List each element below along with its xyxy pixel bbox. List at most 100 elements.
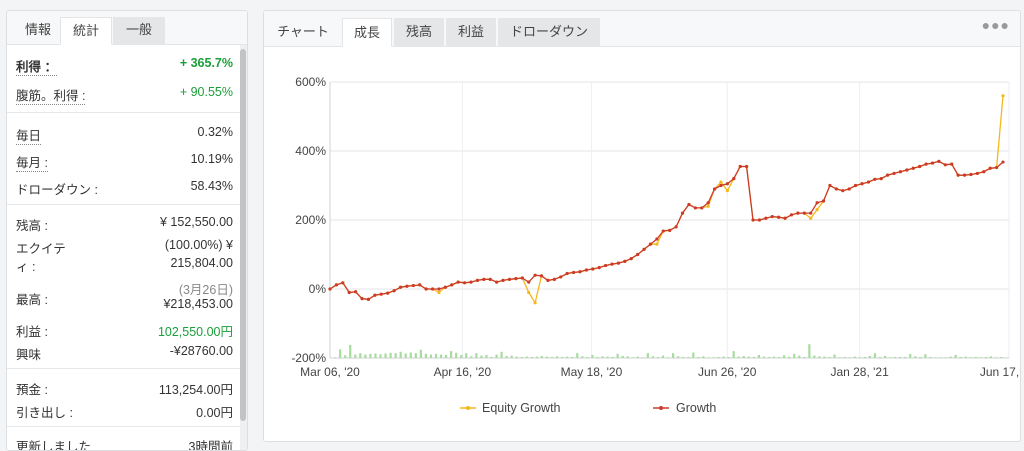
stat-equity-label: エクイテ: [16, 242, 66, 256]
equity-growth-point: [706, 204, 710, 208]
stat-abs-profit-label: 腹筋。利得 :: [16, 85, 86, 105]
growth-point: [482, 277, 486, 281]
volume-bar: [485, 354, 488, 358]
growth-point: [418, 283, 422, 287]
tab-general[interactable]: 一般: [113, 17, 165, 45]
volume-bar: [490, 356, 493, 358]
volume-bar: [984, 356, 988, 358]
growth-point: [668, 228, 672, 232]
volume-bar: [752, 356, 755, 358]
tab-chart[interactable]: チャート: [277, 24, 329, 39]
volume-bar: [465, 353, 468, 358]
growth-point: [597, 266, 601, 270]
volume-bar: [424, 353, 428, 358]
growth-point: [584, 268, 588, 272]
volume-bar: [722, 356, 725, 358]
growth-point: [982, 170, 986, 174]
legend-growth-dot: [659, 406, 663, 410]
growth-point: [437, 287, 441, 291]
volume-bar: [979, 357, 982, 358]
growth-point: [815, 201, 819, 205]
stat-deposits-label: 預金 :: [16, 383, 48, 397]
volume-bar: [364, 354, 367, 358]
volume-bar: [510, 355, 513, 358]
tab-profit[interactable]: 利益: [446, 18, 496, 47]
volume-bar: [616, 353, 619, 358]
volume-bar: [747, 356, 750, 358]
growth-point: [860, 182, 864, 186]
volume-bar: [717, 356, 720, 358]
growth-point: [514, 277, 518, 281]
x-tick-label: Jun 17, '21: [980, 365, 1020, 379]
growth-point: [751, 218, 755, 222]
growth-point: [495, 280, 499, 284]
volume-bar: [450, 351, 453, 358]
volume-bar: [661, 355, 665, 358]
growth-point: [712, 187, 717, 191]
volume-bar: [899, 356, 902, 358]
volume-bar: [863, 356, 866, 358]
growth-point: [796, 211, 800, 215]
tab-info[interactable]: 情報: [24, 22, 51, 37]
equity-growth-line: [329, 95, 1004, 305]
growth-point: [546, 278, 550, 282]
volume-bar: [682, 356, 685, 358]
volume-bar: [631, 357, 634, 358]
volume-bar: [783, 355, 786, 358]
growth-point: [693, 206, 697, 210]
volume-bar: [515, 356, 518, 358]
volume-bar: [460, 354, 463, 358]
growth-point: [725, 182, 729, 186]
volume-bar: [505, 355, 508, 358]
volume-bar: [444, 354, 448, 358]
growth-point: [443, 285, 447, 289]
volume-bar: [545, 356, 549, 358]
growth-point: [360, 297, 364, 301]
volume-bar: [434, 353, 438, 358]
growth-point: [398, 285, 403, 289]
stat-equity-pct: (100.00%) ¥: [164, 238, 233, 252]
volume-bar: [868, 355, 871, 358]
growth-point: [738, 164, 742, 169]
growth-point: [642, 247, 646, 251]
volume-bar: [621, 355, 624, 358]
growth-point: [354, 290, 358, 294]
volume-bar: [404, 353, 407, 358]
growth-chart: 600% 400% 200% 0% -200%Mar 06, '20 Apr 16, '2…: [291, 75, 1020, 415]
y-tick-label: 600%: [295, 75, 326, 89]
volume-bar: [555, 356, 559, 358]
growth-point: [853, 183, 858, 188]
tab-drawdown[interactable]: ドローダウン: [498, 18, 600, 47]
stat-profit-value: + 365.7%: [179, 56, 233, 70]
growth-point: [943, 163, 947, 167]
growth-point: [571, 270, 576, 275]
volume-bar: [571, 356, 574, 358]
equity-growth-point: [1001, 94, 1005, 98]
volume-bar: [455, 352, 458, 358]
volume-bar: [540, 355, 544, 358]
growth-point: [866, 180, 871, 184]
equity-growth-point: [725, 189, 729, 193]
volume-bar: [939, 357, 942, 358]
volume-bar: [687, 356, 690, 358]
volume-bar: [656, 356, 660, 358]
scrollbar-thumb[interactable]: [240, 49, 246, 421]
y-tick-label: -200%: [291, 351, 326, 365]
stat-drawdown-label: ドローダウン :: [16, 183, 98, 197]
growth-point: [841, 189, 845, 193]
volume-bar: [399, 351, 402, 358]
growth-point: [366, 297, 371, 301]
volume-bar: [530, 356, 533, 358]
volume-bar: [349, 344, 352, 358]
growth-point: [424, 287, 428, 291]
tab-stats[interactable]: 統計: [60, 17, 112, 45]
growth-point: [636, 252, 640, 257]
growth-point: [1001, 160, 1005, 164]
tab-growth[interactable]: 成長: [342, 18, 392, 47]
growth-point: [463, 281, 467, 285]
volume-bar: [873, 353, 877, 358]
tab-balance[interactable]: 残高: [394, 18, 444, 47]
volume-bar: [500, 351, 503, 358]
more-dots-icon[interactable]: ●●●: [981, 17, 1010, 33]
volume-bar: [596, 356, 599, 358]
